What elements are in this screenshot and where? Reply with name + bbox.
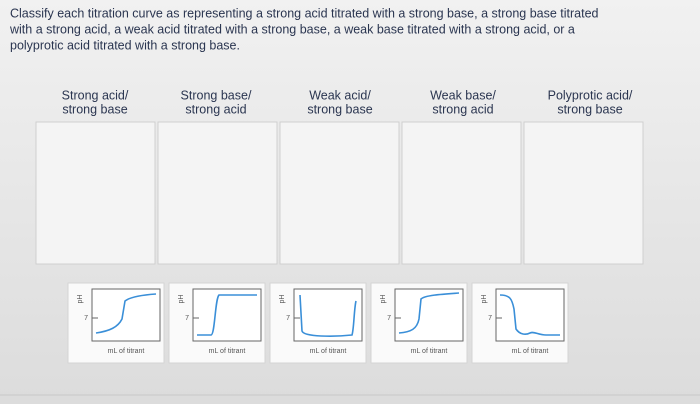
question-text: polyprotic acid titrated with a strong b… (10, 38, 240, 52)
plot-box (192, 288, 262, 342)
y-tick-label: 7 (84, 315, 88, 322)
x-axis-label: mL of titrant (411, 348, 448, 355)
bin-label: strong base (557, 102, 622, 116)
titration-curve (499, 294, 560, 336)
x-axis-label: mL of titrant (108, 348, 145, 355)
curve-card[interactable]: pH 7 mL of titrant (471, 282, 569, 364)
y-tick-label: 7 (488, 315, 492, 322)
y-axis-label: pH (279, 295, 286, 304)
titration-curve (299, 294, 357, 337)
drop-zone[interactable] (35, 121, 156, 265)
x-axis-label: mL of titrant (512, 348, 549, 355)
x-axis-label: mL of titrant (310, 348, 347, 355)
titration-curve (398, 292, 460, 334)
drop-zone[interactable] (401, 121, 522, 265)
curve-card[interactable]: pH 7 mL of titrant (67, 282, 165, 364)
drop-zone[interactable] (279, 121, 400, 265)
curve-card[interactable]: pH 7 mL of titrant (168, 282, 266, 364)
bin-label: Polyprotic acid/ (548, 88, 633, 102)
bin-label: Weak base/ (430, 88, 496, 102)
y-tick-label: 7 (286, 315, 290, 322)
bin-label: strong base (62, 102, 127, 116)
y-axis-label: pH (178, 295, 185, 304)
y-axis-label: pH (380, 295, 387, 304)
drop-zone[interactable] (157, 121, 278, 265)
bin-label: strong base (307, 102, 372, 116)
titration-curve (197, 294, 257, 336)
drop-zone[interactable] (523, 121, 644, 265)
y-tick-label: 7 (387, 315, 391, 322)
bin-label: strong acid (185, 102, 246, 116)
y-axis-label: pH (481, 295, 488, 304)
y-axis-label: pH (77, 295, 84, 304)
bin-label: Strong acid/ (62, 88, 129, 102)
y-tick-label: 7 (185, 315, 189, 322)
question-text: with a strong acid, a weak acid titrated… (9, 22, 575, 36)
x-axis-label: mL of titrant (209, 348, 246, 355)
curve-card[interactable]: pH 7 mL of titrant (269, 282, 367, 364)
titration-curve (95, 293, 157, 334)
bin-label: Weak acid/ (309, 88, 371, 102)
bin-label: Strong base/ (181, 88, 252, 102)
curve-card[interactable]: pH 7 mL of titrant (370, 282, 468, 364)
question-text: Classify each titration curve as represe… (10, 6, 599, 20)
plot-box (91, 288, 161, 342)
bin-label: strong acid (432, 102, 493, 116)
plot-box (293, 288, 363, 342)
